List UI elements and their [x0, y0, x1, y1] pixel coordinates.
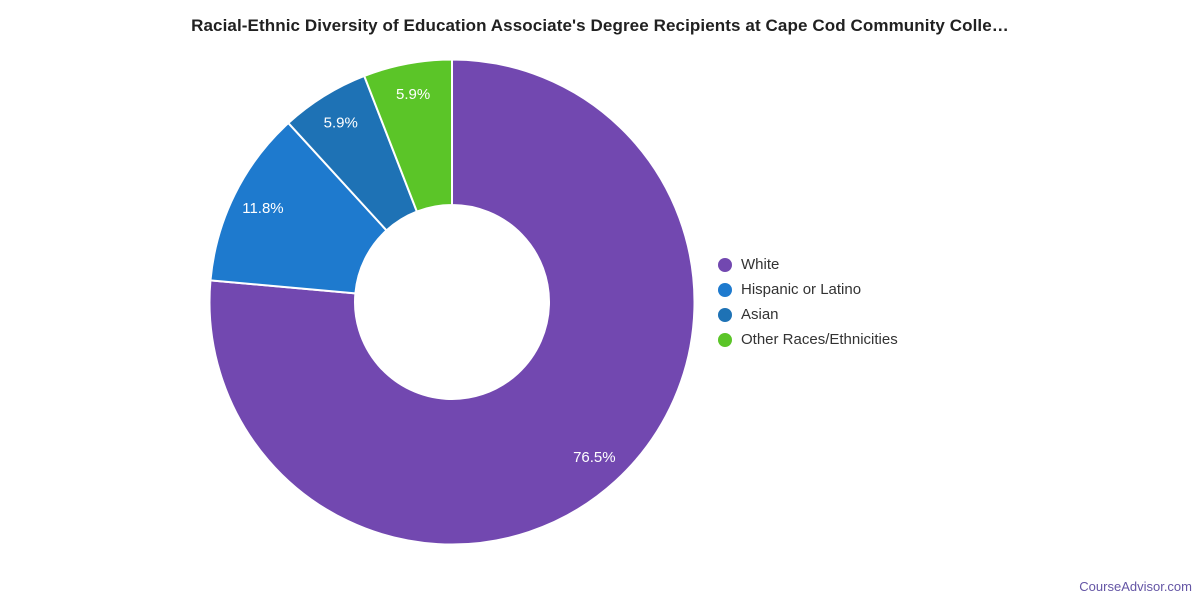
legend-label: Other Races/Ethnicities	[741, 331, 898, 348]
slice-value-label: 11.8%	[242, 200, 283, 217]
legend-item-hispanic-or-latino[interactable]: Hispanic or Latino	[718, 277, 898, 302]
slice-value-label: 5.9%	[396, 86, 430, 103]
legend-item-white[interactable]: White	[718, 252, 898, 277]
legend-label: Asian	[741, 306, 779, 323]
donut-slice-white[interactable]	[208, 58, 696, 546]
legend-marker-icon	[718, 332, 732, 347]
legend-marker-icon	[718, 257, 732, 272]
legend-marker-icon	[718, 282, 732, 297]
legend-label: White	[741, 256, 780, 273]
legend: White Hispanic or Latino Asian Other Rac…	[718, 252, 898, 352]
slice-value-label: 5.9%	[324, 114, 358, 131]
legend-marker-icon	[718, 307, 732, 322]
legend-item-other-races-ethnicities[interactable]: Other Races/Ethnicities	[718, 327, 898, 352]
chart-title: Racial-Ethnic Diversity of Education Ass…	[191, 16, 1009, 35]
courseadvisor-link[interactable]: CourseAdvisor.com	[1079, 579, 1192, 594]
donut-slice-other-races-ethnicities[interactable]	[363, 58, 453, 213]
legend-item-asian[interactable]: Asian	[718, 302, 898, 327]
slice-value-label: 76.5%	[573, 449, 616, 466]
legend-label: Hispanic or Latino	[741, 281, 862, 298]
donut-slice-hispanic-or-latino[interactable]	[209, 122, 388, 295]
donut-chart: 76.5% 11.8% 5.9% 5.9%	[208, 58, 696, 546]
